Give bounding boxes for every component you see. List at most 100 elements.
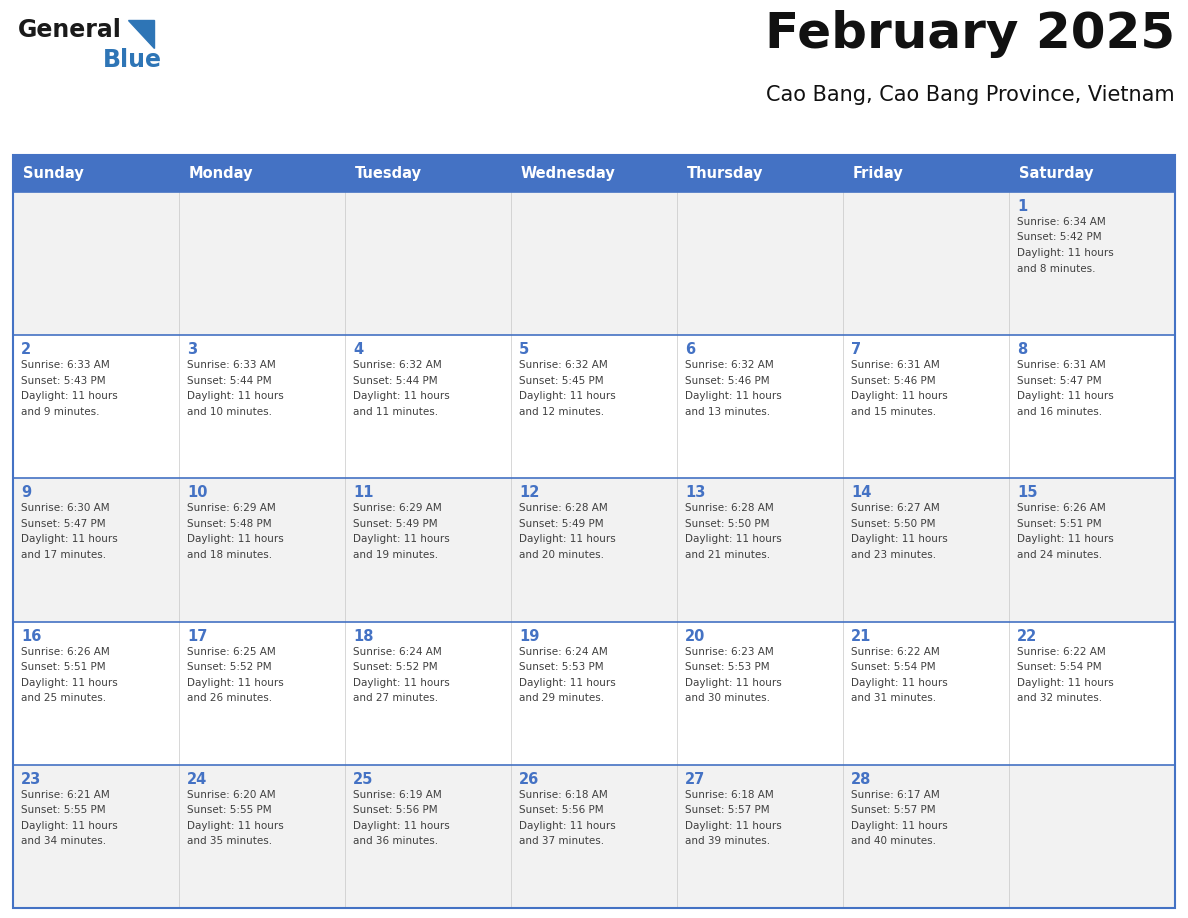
- Text: and 13 minutes.: and 13 minutes.: [685, 407, 770, 417]
- Text: Sunrise: 6:24 AM: Sunrise: 6:24 AM: [519, 646, 608, 656]
- Text: Sunrise: 6:30 AM: Sunrise: 6:30 AM: [21, 503, 109, 513]
- Text: Daylight: 11 hours: Daylight: 11 hours: [685, 821, 782, 831]
- Text: Sunrise: 6:26 AM: Sunrise: 6:26 AM: [1017, 503, 1106, 513]
- Text: Sunrise: 6:19 AM: Sunrise: 6:19 AM: [353, 789, 442, 800]
- Text: Daylight: 11 hours: Daylight: 11 hours: [851, 534, 948, 544]
- Bar: [13, 765, 1175, 908]
- Text: Sunrise: 6:34 AM: Sunrise: 6:34 AM: [1017, 217, 1106, 227]
- Text: and 20 minutes.: and 20 minutes.: [519, 550, 604, 560]
- Bar: [13, 621, 1175, 765]
- Text: Daylight: 11 hours: Daylight: 11 hours: [21, 534, 118, 544]
- Text: and 10 minutes.: and 10 minutes.: [187, 407, 272, 417]
- Text: Cao Bang, Cao Bang Province, Vietnam: Cao Bang, Cao Bang Province, Vietnam: [766, 85, 1175, 105]
- Text: and 25 minutes.: and 25 minutes.: [21, 693, 106, 703]
- Text: 20: 20: [685, 629, 706, 644]
- Text: and 11 minutes.: and 11 minutes.: [353, 407, 438, 417]
- Text: Daylight: 11 hours: Daylight: 11 hours: [1017, 248, 1114, 258]
- Text: Sunrise: 6:20 AM: Sunrise: 6:20 AM: [187, 789, 276, 800]
- Text: Daylight: 11 hours: Daylight: 11 hours: [519, 821, 615, 831]
- Text: 1: 1: [1017, 199, 1028, 214]
- Text: Sunrise: 6:23 AM: Sunrise: 6:23 AM: [685, 646, 773, 656]
- Text: Sunrise: 6:33 AM: Sunrise: 6:33 AM: [21, 360, 109, 370]
- Text: Sunday: Sunday: [23, 166, 83, 181]
- Text: Monday: Monday: [189, 166, 253, 181]
- Text: and 18 minutes.: and 18 minutes.: [187, 550, 272, 560]
- Text: Sunset: 5:53 PM: Sunset: 5:53 PM: [519, 662, 604, 672]
- Text: and 27 minutes.: and 27 minutes.: [353, 693, 438, 703]
- Text: Sunrise: 6:21 AM: Sunrise: 6:21 AM: [21, 789, 109, 800]
- Text: 17: 17: [187, 629, 208, 644]
- Text: and 30 minutes.: and 30 minutes.: [685, 693, 770, 703]
- Text: Daylight: 11 hours: Daylight: 11 hours: [187, 534, 284, 544]
- Text: Daylight: 11 hours: Daylight: 11 hours: [21, 391, 118, 401]
- Text: Blue: Blue: [103, 48, 162, 72]
- Text: and 39 minutes.: and 39 minutes.: [685, 836, 770, 846]
- Text: Sunrise: 6:32 AM: Sunrise: 6:32 AM: [519, 360, 608, 370]
- Text: and 15 minutes.: and 15 minutes.: [851, 407, 936, 417]
- Text: Daylight: 11 hours: Daylight: 11 hours: [353, 821, 450, 831]
- Text: 16: 16: [21, 629, 42, 644]
- Text: and 31 minutes.: and 31 minutes.: [851, 693, 936, 703]
- Text: and 23 minutes.: and 23 minutes.: [851, 550, 936, 560]
- Text: Sunrise: 6:26 AM: Sunrise: 6:26 AM: [21, 646, 109, 656]
- Text: Sunset: 5:46 PM: Sunset: 5:46 PM: [851, 375, 936, 386]
- Text: and 12 minutes.: and 12 minutes.: [519, 407, 605, 417]
- Text: Sunrise: 6:18 AM: Sunrise: 6:18 AM: [519, 789, 608, 800]
- Text: and 9 minutes.: and 9 minutes.: [21, 407, 100, 417]
- Text: Daylight: 11 hours: Daylight: 11 hours: [685, 534, 782, 544]
- Text: 8: 8: [1017, 342, 1028, 357]
- Text: Sunset: 5:49 PM: Sunset: 5:49 PM: [353, 519, 437, 529]
- Text: 28: 28: [851, 772, 871, 787]
- Bar: [13, 478, 1175, 621]
- Text: 19: 19: [519, 629, 539, 644]
- Text: Sunrise: 6:29 AM: Sunrise: 6:29 AM: [187, 503, 276, 513]
- Text: 15: 15: [1017, 486, 1037, 500]
- Text: Sunset: 5:53 PM: Sunset: 5:53 PM: [685, 662, 770, 672]
- Text: 7: 7: [851, 342, 861, 357]
- Text: Sunset: 5:43 PM: Sunset: 5:43 PM: [21, 375, 106, 386]
- Text: Daylight: 11 hours: Daylight: 11 hours: [851, 821, 948, 831]
- Text: 11: 11: [353, 486, 373, 500]
- Text: Sunset: 5:42 PM: Sunset: 5:42 PM: [1017, 232, 1101, 242]
- Text: General: General: [18, 18, 122, 42]
- Text: Sunset: 5:45 PM: Sunset: 5:45 PM: [519, 375, 604, 386]
- Text: Daylight: 11 hours: Daylight: 11 hours: [685, 391, 782, 401]
- Text: Thursday: Thursday: [687, 166, 764, 181]
- Text: Tuesday: Tuesday: [355, 166, 422, 181]
- Text: Daylight: 11 hours: Daylight: 11 hours: [187, 677, 284, 688]
- Text: Sunrise: 6:31 AM: Sunrise: 6:31 AM: [851, 360, 940, 370]
- Text: 21: 21: [851, 629, 871, 644]
- Text: Daylight: 11 hours: Daylight: 11 hours: [519, 534, 615, 544]
- Text: 5: 5: [519, 342, 529, 357]
- Text: 27: 27: [685, 772, 706, 787]
- Text: Daylight: 11 hours: Daylight: 11 hours: [685, 677, 782, 688]
- Text: 12: 12: [519, 486, 539, 500]
- Bar: [13, 155, 1175, 192]
- Text: 4: 4: [353, 342, 364, 357]
- Text: Daylight: 11 hours: Daylight: 11 hours: [353, 534, 450, 544]
- Text: 24: 24: [187, 772, 207, 787]
- Text: Daylight: 11 hours: Daylight: 11 hours: [519, 391, 615, 401]
- Text: Daylight: 11 hours: Daylight: 11 hours: [519, 677, 615, 688]
- Text: Sunrise: 6:27 AM: Sunrise: 6:27 AM: [851, 503, 940, 513]
- Text: and 21 minutes.: and 21 minutes.: [685, 550, 770, 560]
- Text: and 34 minutes.: and 34 minutes.: [21, 836, 106, 846]
- Text: and 26 minutes.: and 26 minutes.: [187, 693, 272, 703]
- Text: Sunset: 5:50 PM: Sunset: 5:50 PM: [685, 519, 770, 529]
- Text: Daylight: 11 hours: Daylight: 11 hours: [21, 821, 118, 831]
- Text: Sunrise: 6:22 AM: Sunrise: 6:22 AM: [1017, 646, 1106, 656]
- Text: Daylight: 11 hours: Daylight: 11 hours: [353, 677, 450, 688]
- Text: 18: 18: [353, 629, 373, 644]
- Bar: [13, 335, 1175, 478]
- Text: Sunset: 5:50 PM: Sunset: 5:50 PM: [851, 519, 935, 529]
- Text: Sunset: 5:51 PM: Sunset: 5:51 PM: [21, 662, 106, 672]
- Text: Daylight: 11 hours: Daylight: 11 hours: [353, 391, 450, 401]
- Text: 26: 26: [519, 772, 539, 787]
- Text: Sunrise: 6:32 AM: Sunrise: 6:32 AM: [353, 360, 442, 370]
- Text: Sunset: 5:49 PM: Sunset: 5:49 PM: [519, 519, 604, 529]
- Text: 2: 2: [21, 342, 31, 357]
- Text: Sunrise: 6:17 AM: Sunrise: 6:17 AM: [851, 789, 940, 800]
- Text: and 40 minutes.: and 40 minutes.: [851, 836, 936, 846]
- Text: and 16 minutes.: and 16 minutes.: [1017, 407, 1102, 417]
- Text: Daylight: 11 hours: Daylight: 11 hours: [851, 677, 948, 688]
